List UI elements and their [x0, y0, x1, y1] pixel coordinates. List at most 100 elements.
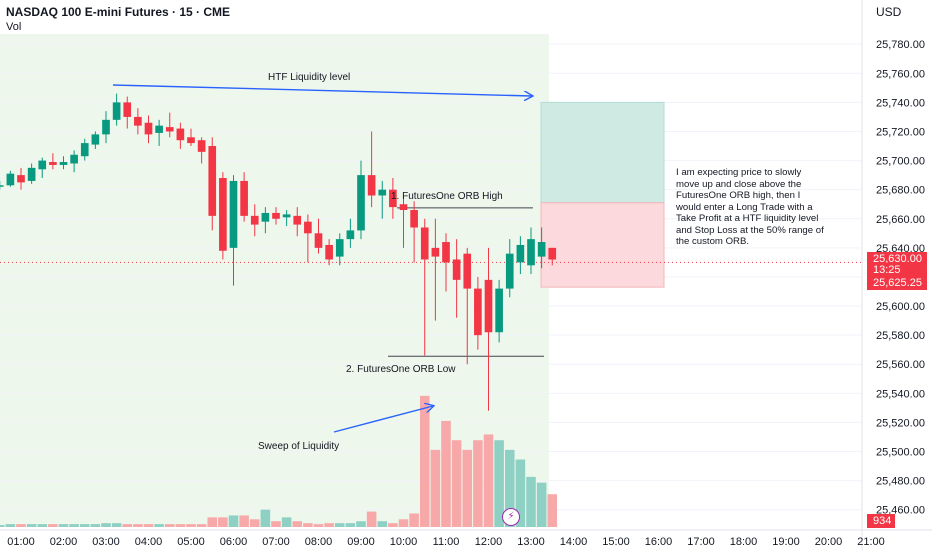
- candle-body[interactable]: [527, 239, 535, 266]
- candle-body[interactable]: [516, 244, 525, 263]
- time-tick-label: 03:00: [92, 536, 120, 548]
- candle-body[interactable]: [17, 175, 25, 183]
- candle-body[interactable]: [282, 214, 291, 218]
- volume-bar: [324, 523, 334, 527]
- candle-body[interactable]: [431, 247, 440, 257]
- candle-body[interactable]: [357, 175, 365, 231]
- price-tick-label: 25,560.00: [876, 359, 925, 371]
- time-tick-label: 12:00: [475, 536, 503, 548]
- take-profit-zone[interactable]: [540, 101, 665, 204]
- orb-levels[interactable]: [0, 207, 862, 357]
- candle-body[interactable]: [49, 162, 57, 165]
- candle-body[interactable]: [293, 215, 302, 225]
- time-tick-label: 10:00: [390, 536, 418, 548]
- candle-body[interactable]: [367, 175, 376, 196]
- candle-body[interactable]: [102, 119, 110, 135]
- candle-body[interactable]: [261, 212, 270, 222]
- price-tick-label: 25,680.00: [876, 185, 925, 197]
- candle-body[interactable]: [378, 189, 387, 196]
- candle-body[interactable]: [548, 247, 557, 260]
- candle-body[interactable]: [325, 244, 333, 260]
- candle-body[interactable]: [197, 140, 206, 152]
- last-price-tag: 25,630.00: [867, 252, 927, 266]
- candle-body[interactable]: [410, 210, 418, 228]
- candle-body[interactable]: [335, 239, 344, 257]
- candle-body[interactable]: [346, 230, 355, 240]
- candle-body[interactable]: [165, 127, 174, 132]
- time-tick-label: 15:00: [602, 536, 630, 548]
- candles[interactable]: [0, 93, 557, 411]
- volume-bar: [419, 395, 430, 527]
- candle-body[interactable]: [442, 242, 450, 263]
- candle-body[interactable]: [314, 233, 323, 248]
- candle-body[interactable]: [112, 102, 121, 120]
- candle-body[interactable]: [484, 279, 493, 333]
- candle-body[interactable]: [91, 134, 100, 145]
- candle-body[interactable]: [272, 212, 280, 219]
- candle-body[interactable]: [70, 154, 78, 164]
- volume-bar: [218, 517, 228, 527]
- candle-body[interactable]: [474, 288, 482, 336]
- time-tick-label: 07:00: [262, 536, 290, 548]
- volume-bar: [292, 521, 303, 527]
- orb-high-label: 1. FuturesOne ORB High: [391, 191, 503, 202]
- price-tick-label: 25,460.00: [876, 505, 925, 517]
- time-tick-label: 09:00: [347, 536, 375, 548]
- candle-body[interactable]: [389, 189, 397, 208]
- volume-bar: [101, 523, 111, 527]
- candle-body[interactable]: [219, 178, 227, 251]
- candle-body[interactable]: [80, 143, 89, 157]
- volume-bar: [430, 449, 441, 527]
- candle-body[interactable]: [240, 180, 248, 216]
- price-tick-label: 25,780.00: [876, 39, 925, 51]
- sweep-arrow[interactable]: [333, 406, 433, 433]
- candle-body[interactable]: [229, 180, 238, 248]
- htf-liquidity-label: HTF Liquidity level: [268, 72, 350, 83]
- grid: [0, 43, 862, 511]
- volume-bar: [48, 524, 58, 527]
- volume-bar: [143, 524, 154, 527]
- candle-body[interactable]: [399, 204, 408, 211]
- candle-body[interactable]: [304, 221, 312, 234]
- candle-body[interactable]: [144, 122, 153, 135]
- candle-body[interactable]: [27, 167, 36, 181]
- candle-body[interactable]: [123, 102, 132, 117]
- orb-low-label: 2. FuturesOne ORB Low: [346, 364, 456, 375]
- volume-bar: [175, 524, 186, 527]
- trade-setup-zones[interactable]: [540, 101, 665, 288]
- symbol-title[interactable]: NASDAQ 100 E-mini Futures · 15 · CME: [6, 5, 231, 19]
- candle-body[interactable]: [208, 146, 217, 216]
- candle-body[interactable]: [452, 259, 461, 280]
- candle-body[interactable]: [463, 253, 472, 289]
- stop-loss-zone[interactable]: [540, 202, 665, 288]
- candle-body[interactable]: [420, 227, 429, 260]
- candle-body[interactable]: [250, 215, 259, 225]
- lightning-icon[interactable]: ⚡: [502, 508, 520, 526]
- candle-body[interactable]: [0, 185, 4, 187]
- htf-liquidity-arrow[interactable]: [112, 84, 532, 96]
- candle-body[interactable]: [38, 160, 47, 170]
- candle-body[interactable]: [495, 288, 503, 333]
- candle-body[interactable]: [187, 137, 195, 144]
- volume-bar: [441, 420, 451, 527]
- price-tick-label: 25,580.00: [876, 330, 925, 342]
- time-tick-label: 17:00: [687, 536, 715, 548]
- candle-body[interactable]: [134, 116, 142, 126]
- volume-bar: [366, 511, 377, 527]
- candle-body[interactable]: [505, 253, 514, 289]
- arrows[interactable]: [112, 84, 532, 433]
- price-tick-label: 25,520.00: [876, 417, 925, 429]
- candle-body[interactable]: [537, 242, 546, 257]
- volume-bar: [515, 459, 526, 527]
- candle-body[interactable]: [6, 173, 15, 186]
- volume-legend-label[interactable]: Vol: [6, 21, 22, 33]
- trade-idea-note[interactable]: I am expecting price to slowly move up a…: [676, 167, 824, 247]
- volume-bars: [0, 395, 558, 527]
- candle-body[interactable]: [59, 162, 68, 165]
- candle-body[interactable]: [155, 125, 163, 133]
- volume-bar: [26, 524, 37, 527]
- currency-label[interactable]: USD: [876, 5, 902, 19]
- candle-body[interactable]: [176, 128, 185, 141]
